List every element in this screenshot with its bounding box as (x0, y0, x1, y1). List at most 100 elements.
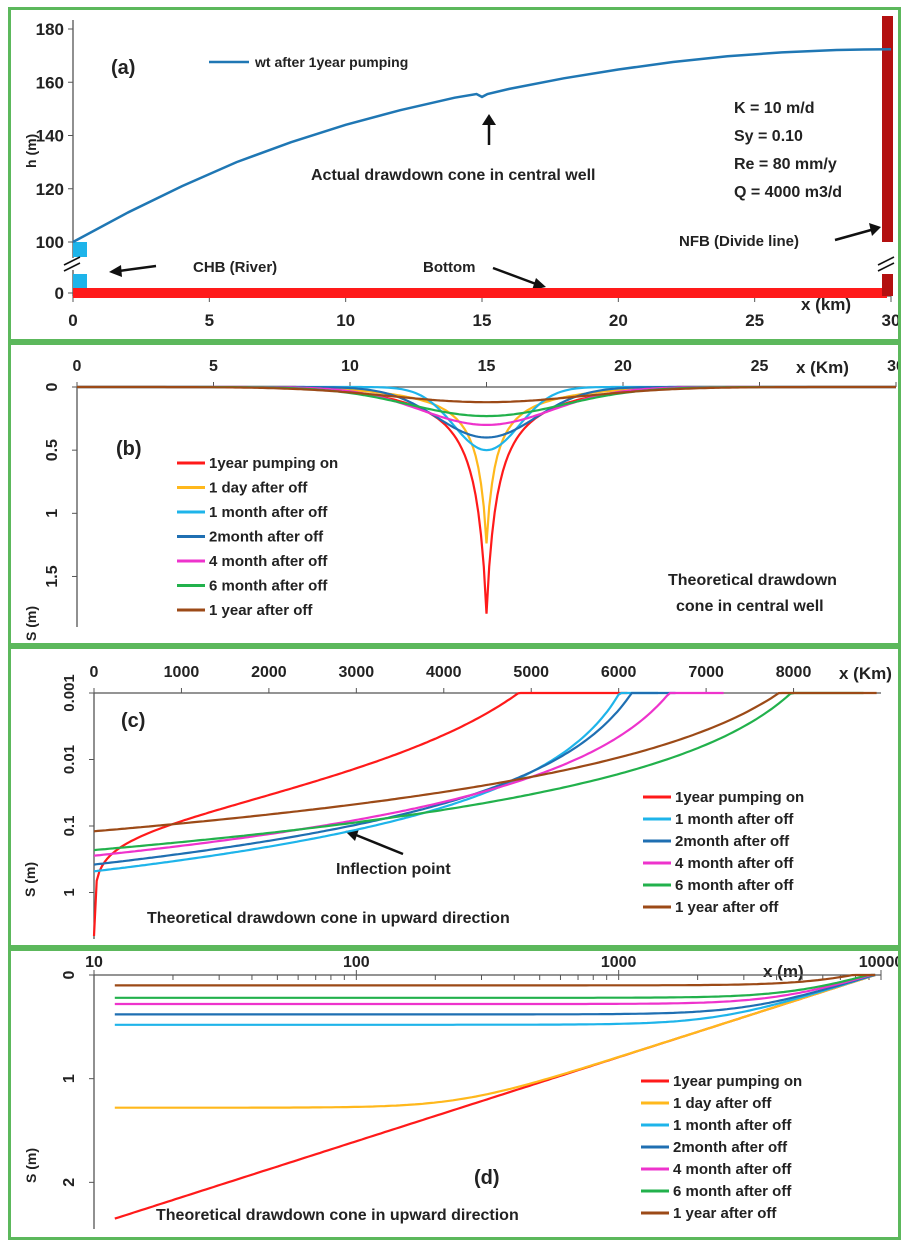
axis-break-mask-1 (877, 258, 897, 270)
panel-c: (c) x (Km) S (m) Inflection point Theore… (8, 646, 901, 948)
arrow-inflection (345, 829, 404, 856)
ylabel-b: S (m) (23, 606, 39, 641)
x-tick-label-c: 6000 (601, 664, 637, 681)
x-tick-label-c: 3000 (339, 664, 375, 681)
arrow-nfb (834, 223, 881, 242)
ylabel-c: S (m) (22, 862, 38, 897)
annotation-cone: Actual drawdown cone in central well (311, 167, 596, 184)
legend-label-4: 4 month after off (673, 1161, 792, 1178)
series-line-c-5 (93, 691, 877, 833)
series-line-b-2 (77, 385, 896, 452)
series-line-wt (72, 47, 892, 244)
y-tick-label-d: 0 (61, 970, 78, 979)
y-tick-label-d: 1 (61, 1074, 78, 1083)
xlabel-d: x (m) (763, 962, 804, 981)
ylabel-a: h (m) (23, 134, 39, 168)
series-line-c-0 (92, 691, 628, 937)
x-tick-label-b: 10 (341, 358, 359, 375)
y-tick-label-a: 160 (36, 73, 64, 92)
axis-break-mark-1 (877, 256, 895, 266)
x-tick-label-b: 20 (614, 358, 632, 375)
annotation-b-1: Theoretical drawdown (668, 572, 837, 589)
axis-break-mark-0 (63, 262, 81, 272)
axis-break-mask-0 (63, 258, 83, 270)
x-tick-label-b: 0 (73, 358, 82, 375)
annotation-chb: CHB (River) (193, 259, 277, 276)
legend-label-1: 1 day after off (209, 480, 308, 497)
legend-label-2: 1 month after off (673, 1117, 792, 1134)
series-line-d-2 (114, 973, 876, 1026)
legend-label-0: 1year pumping on (673, 1073, 802, 1090)
nfb-boundary-bar (882, 16, 893, 242)
legend-label-6: 1 year after off (673, 1205, 777, 1222)
y-tick-label-a: 140 (36, 127, 64, 146)
arrow-cone (482, 114, 496, 145)
axis-break-mark-1 (877, 262, 895, 272)
caption-d: Theoretical drawdown cone in upward dire… (156, 1207, 519, 1224)
y-tick-label-b: 0 (44, 382, 61, 391)
x-tick-label-c: 2000 (251, 664, 287, 681)
x-tick-label-c: 1000 (164, 664, 200, 681)
param-re: Re = 80 mm/y (734, 156, 837, 173)
x-tick-label-c: 0 (90, 664, 99, 681)
x-tick-label-d: 100 (343, 954, 370, 971)
chart-c: (c) x (Km) S (m) Inflection point Theore… (22, 664, 892, 939)
series-line-d-6 (114, 973, 876, 987)
x-tick-label-c: 8000 (776, 664, 812, 681)
legend-label-4: 4 month after off (209, 553, 328, 570)
series-line-c-2 (93, 691, 676, 866)
param-sy: Sy = 0.10 (734, 128, 803, 145)
y-tick-label-d: 2 (61, 1178, 78, 1187)
ylabel-d: S (m) (23, 1148, 39, 1183)
caption-c: Theoretical drawdown cone in upward dire… (147, 910, 510, 927)
x-tick-label-d: 10 (85, 954, 103, 971)
x-tick-label-c: 7000 (688, 664, 724, 681)
axis-break-mark-0 (63, 256, 81, 266)
y-tick-label-c: 0.1 (61, 816, 78, 837)
x-tick-label-b: 25 (751, 358, 769, 375)
legend-label-6: 1 year after off (209, 602, 313, 619)
x-tick-label-c: 5000 (513, 664, 549, 681)
series-line-d-5 (114, 973, 876, 999)
legend-label-3: 2month after off (209, 529, 324, 546)
panel-label-d: (d) (474, 1167, 500, 1189)
y-tick-label-a: 0 (55, 284, 64, 303)
legend-label-a: wt after 1year pumping (254, 54, 408, 70)
chart-a: (a) h (m) x (km) wt after 1year pumping … (23, 16, 898, 330)
arrow-chb (109, 264, 157, 277)
y-tick-label-c: 1 (61, 888, 78, 896)
y-tick-label-a: 100 (36, 233, 64, 252)
x-tick-label-a: 10 (336, 311, 355, 330)
x-tick-label-b: 5 (209, 358, 218, 375)
series-line-b-1 (77, 385, 896, 544)
panel-label-c: (c) (121, 710, 145, 732)
x-tick-label-a: 30 (882, 311, 898, 330)
legend-label-1: 1 month after off (675, 811, 794, 828)
legend-label-2: 2month after off (675, 833, 790, 850)
panel-b: (b) x (Km) S (m) Theoretical drawdown co… (8, 342, 901, 646)
chart-d: (d) x (m) S (m) Theoretical drawdown con… (23, 954, 898, 1229)
annotation-inflection: Inflection point (336, 861, 451, 878)
series-line-d-1 (114, 973, 876, 1109)
chb-boundary-bar (73, 242, 87, 257)
legend-label-3: 2month after off (673, 1139, 788, 1156)
annotation-bottom: Bottom (423, 259, 476, 276)
chart-b: (b) x (Km) S (m) Theoretical drawdown co… (23, 358, 898, 641)
x-tick-label-d: 1000 (601, 954, 637, 971)
x-tick-label-a: 0 (68, 311, 77, 330)
annotation-b-2: cone in central well (676, 598, 824, 615)
x-tick-label-b: 15 (478, 358, 496, 375)
arrow-bottom (492, 266, 546, 290)
y-tick-label-a: 180 (36, 20, 64, 39)
y-tick-label-b: 1 (44, 509, 61, 518)
nfb-boundary-bar-lower (882, 274, 893, 296)
x-tick-label-a: 20 (609, 311, 628, 330)
legend-label-5: 6 month after off (673, 1183, 792, 1200)
chb-boundary-bar-lower (73, 274, 87, 288)
y-tick-label-b: 1.5 (44, 565, 61, 587)
legend-label-3: 4 month after off (675, 855, 794, 872)
panel-a: (a) h (m) x (km) wt after 1year pumping … (8, 7, 901, 342)
series-line-d-3 (114, 973, 876, 1016)
y-tick-label-c: 0.01 (61, 745, 78, 774)
series-line-c-4 (93, 691, 864, 852)
